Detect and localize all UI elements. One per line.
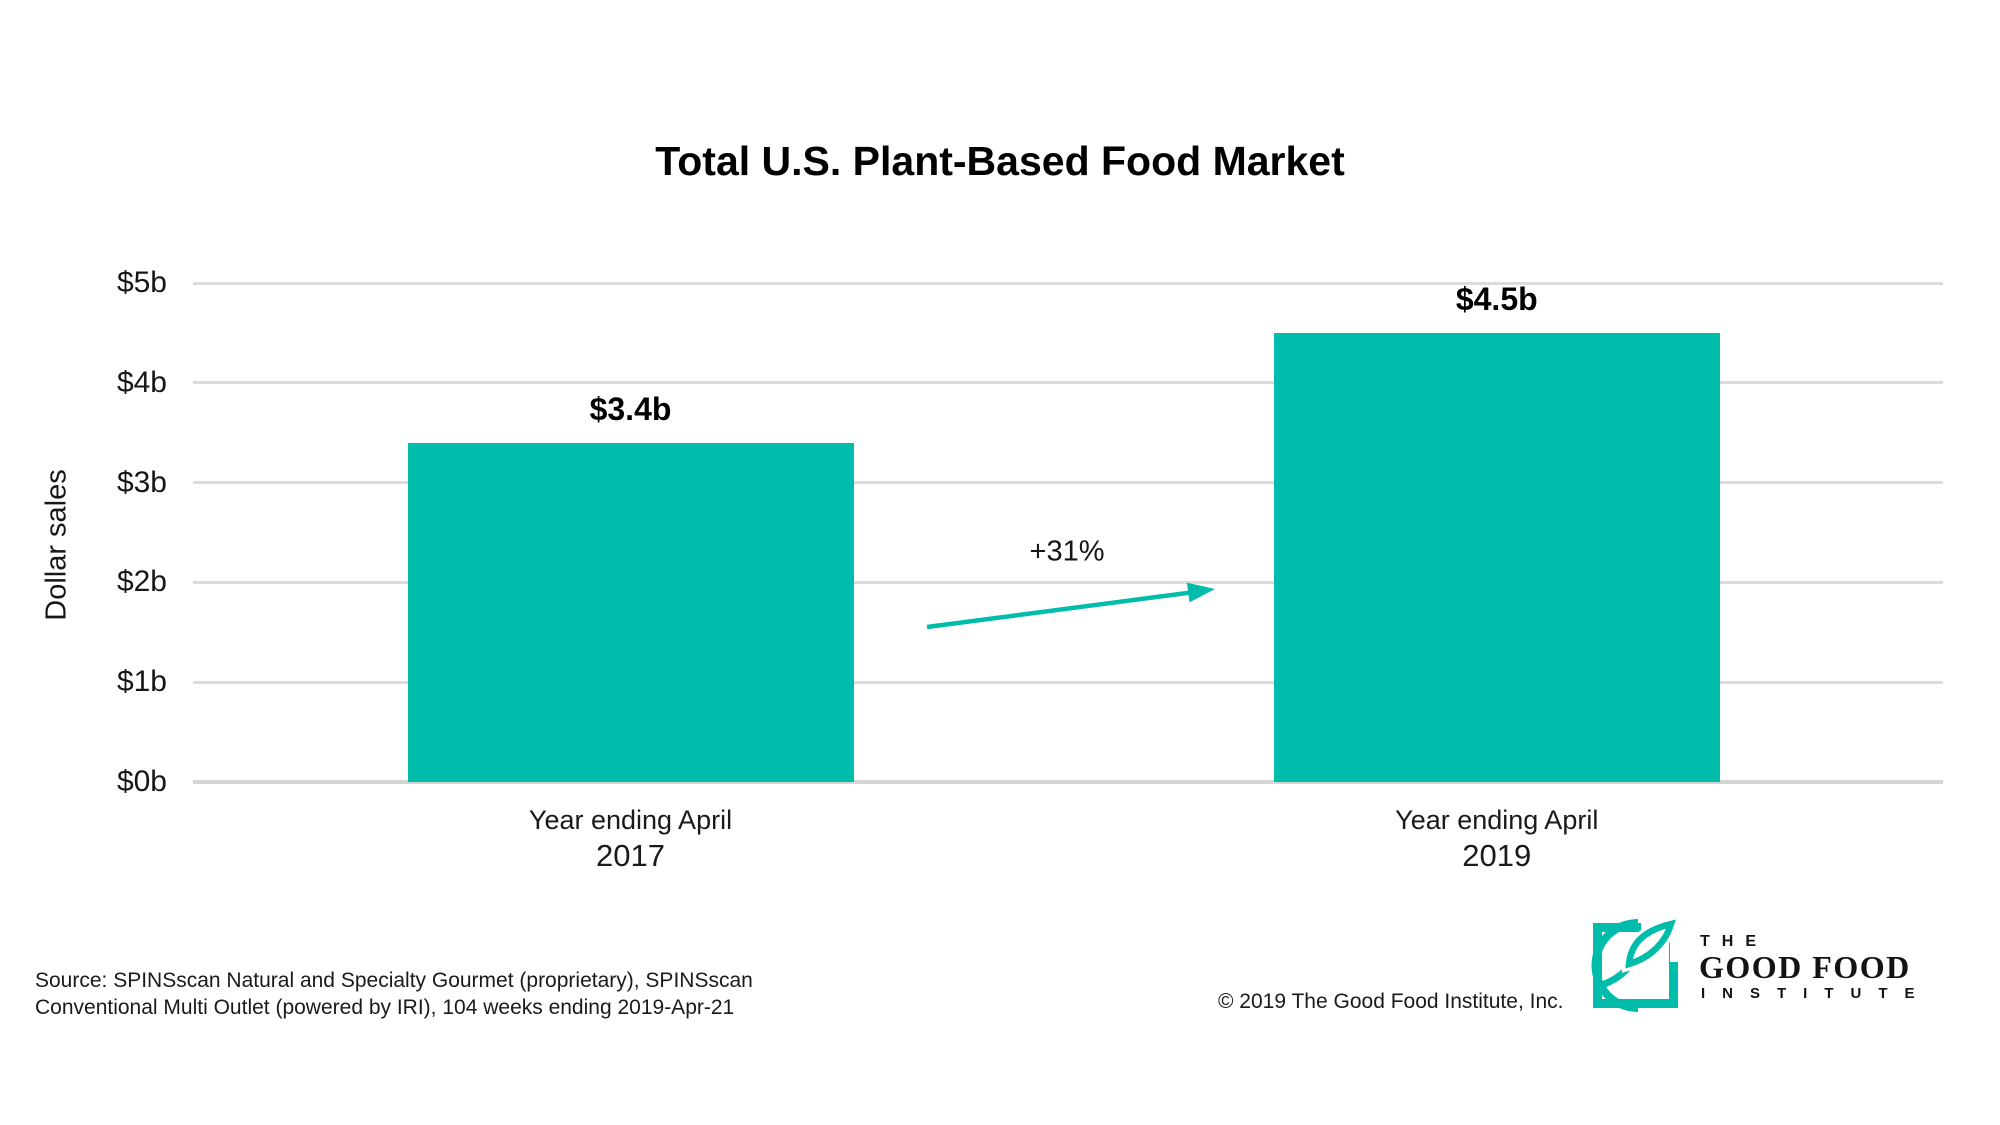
x-tick-line2: 2017 — [596, 838, 665, 873]
source-note: Source: SPINSscan Natural and Specialty … — [35, 967, 753, 1021]
leaf-icon — [1591, 915, 1683, 1012]
bar-value-label: $3.4b — [589, 390, 672, 427]
x-tick-label: Year ending April 2019 — [1395, 804, 1598, 874]
logo-good-food: GOOD FOOD — [1699, 949, 1911, 985]
x-tick-label: Year ending April 2017 — [529, 804, 732, 874]
x-tick-line2: 2019 — [1462, 838, 1532, 873]
bar-value-label: $4.5b — [1455, 280, 1538, 317]
bar — [1273, 332, 1720, 782]
x-tick-line1: Year ending April — [1395, 805, 1599, 835]
y-tick-label: $5b — [116, 266, 167, 299]
gfi-logo: THE GOOD FOOD INSTITUTE — [1591, 915, 1931, 1012]
y-tick-label: $0b — [116, 765, 167, 798]
x-tick-line1: Year ending April — [528, 805, 733, 835]
copyright-note: © 2019 The Good Food Institute, Inc. — [1218, 990, 1564, 1013]
source-line-2: Conventional Multi Outlet (powered by IR… — [35, 996, 735, 1019]
growth-annotation: +31% — [1029, 535, 1105, 568]
y-axis-title: Dollar sales — [40, 469, 73, 621]
y-tick-label: $2b — [116, 565, 167, 599]
y-tick-label: $3b — [116, 465, 167, 499]
logo-the: THE — [1700, 933, 1768, 950]
gridline — [193, 780, 1943, 784]
y-tick-label: $4b — [116, 365, 167, 399]
y-tick-label: $1b — [116, 665, 167, 699]
gridline — [193, 381, 1943, 385]
gridline — [193, 680, 1943, 684]
source-line-1: Source: SPINSscan Natural and Specialty … — [35, 969, 753, 992]
growth-arrow-icon — [926, 582, 1215, 630]
chart-title: Total U.S. Plant-Based Food Market — [655, 138, 1345, 184]
gridline — [193, 481, 1943, 485]
gridline — [193, 281, 1943, 285]
gridline — [193, 580, 1943, 584]
bar — [407, 442, 854, 782]
logo-institute: INSTITUTE — [1701, 985, 1931, 1002]
plot-area: $0b $1b $2b $3b $4b $5b $3.4b Year ending April… — [117, 266, 1943, 873]
